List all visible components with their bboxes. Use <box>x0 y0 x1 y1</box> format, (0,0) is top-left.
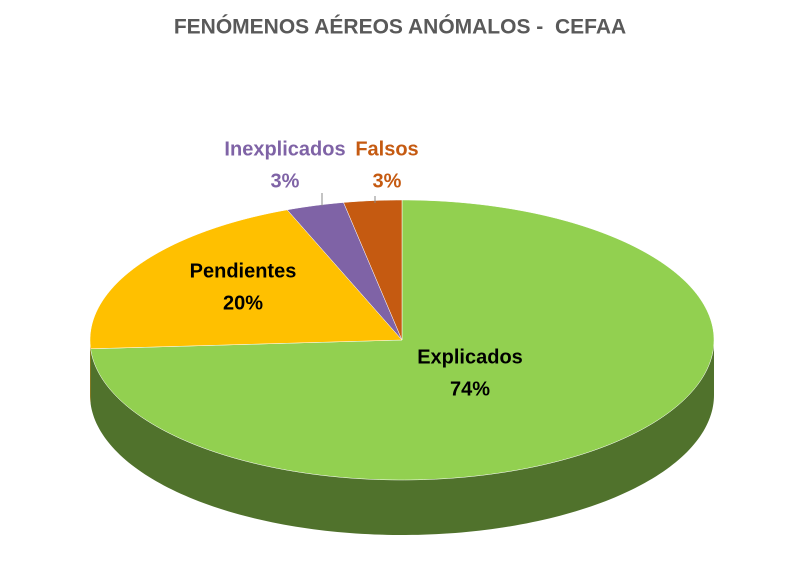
chart-title: FENÓMENOS AÉREOS ANÓMALOS - CEFAA <box>174 15 626 39</box>
pie-side <box>90 340 91 404</box>
value-label: 20% <box>223 292 263 314</box>
pie-slice <box>343 199 403 341</box>
value-label: 3% <box>373 170 402 192</box>
slice-label: Falsos <box>355 138 418 160</box>
slice-label: Pendientes <box>190 260 297 282</box>
pie-slice <box>286 202 403 341</box>
slice-label: Inexplicados <box>224 138 345 160</box>
slice-label: Explicados <box>417 346 523 368</box>
pie-side <box>90 340 714 535</box>
pie-slice <box>89 209 403 350</box>
value-label: 3% <box>271 170 300 192</box>
value-label: 74% <box>450 378 490 400</box>
